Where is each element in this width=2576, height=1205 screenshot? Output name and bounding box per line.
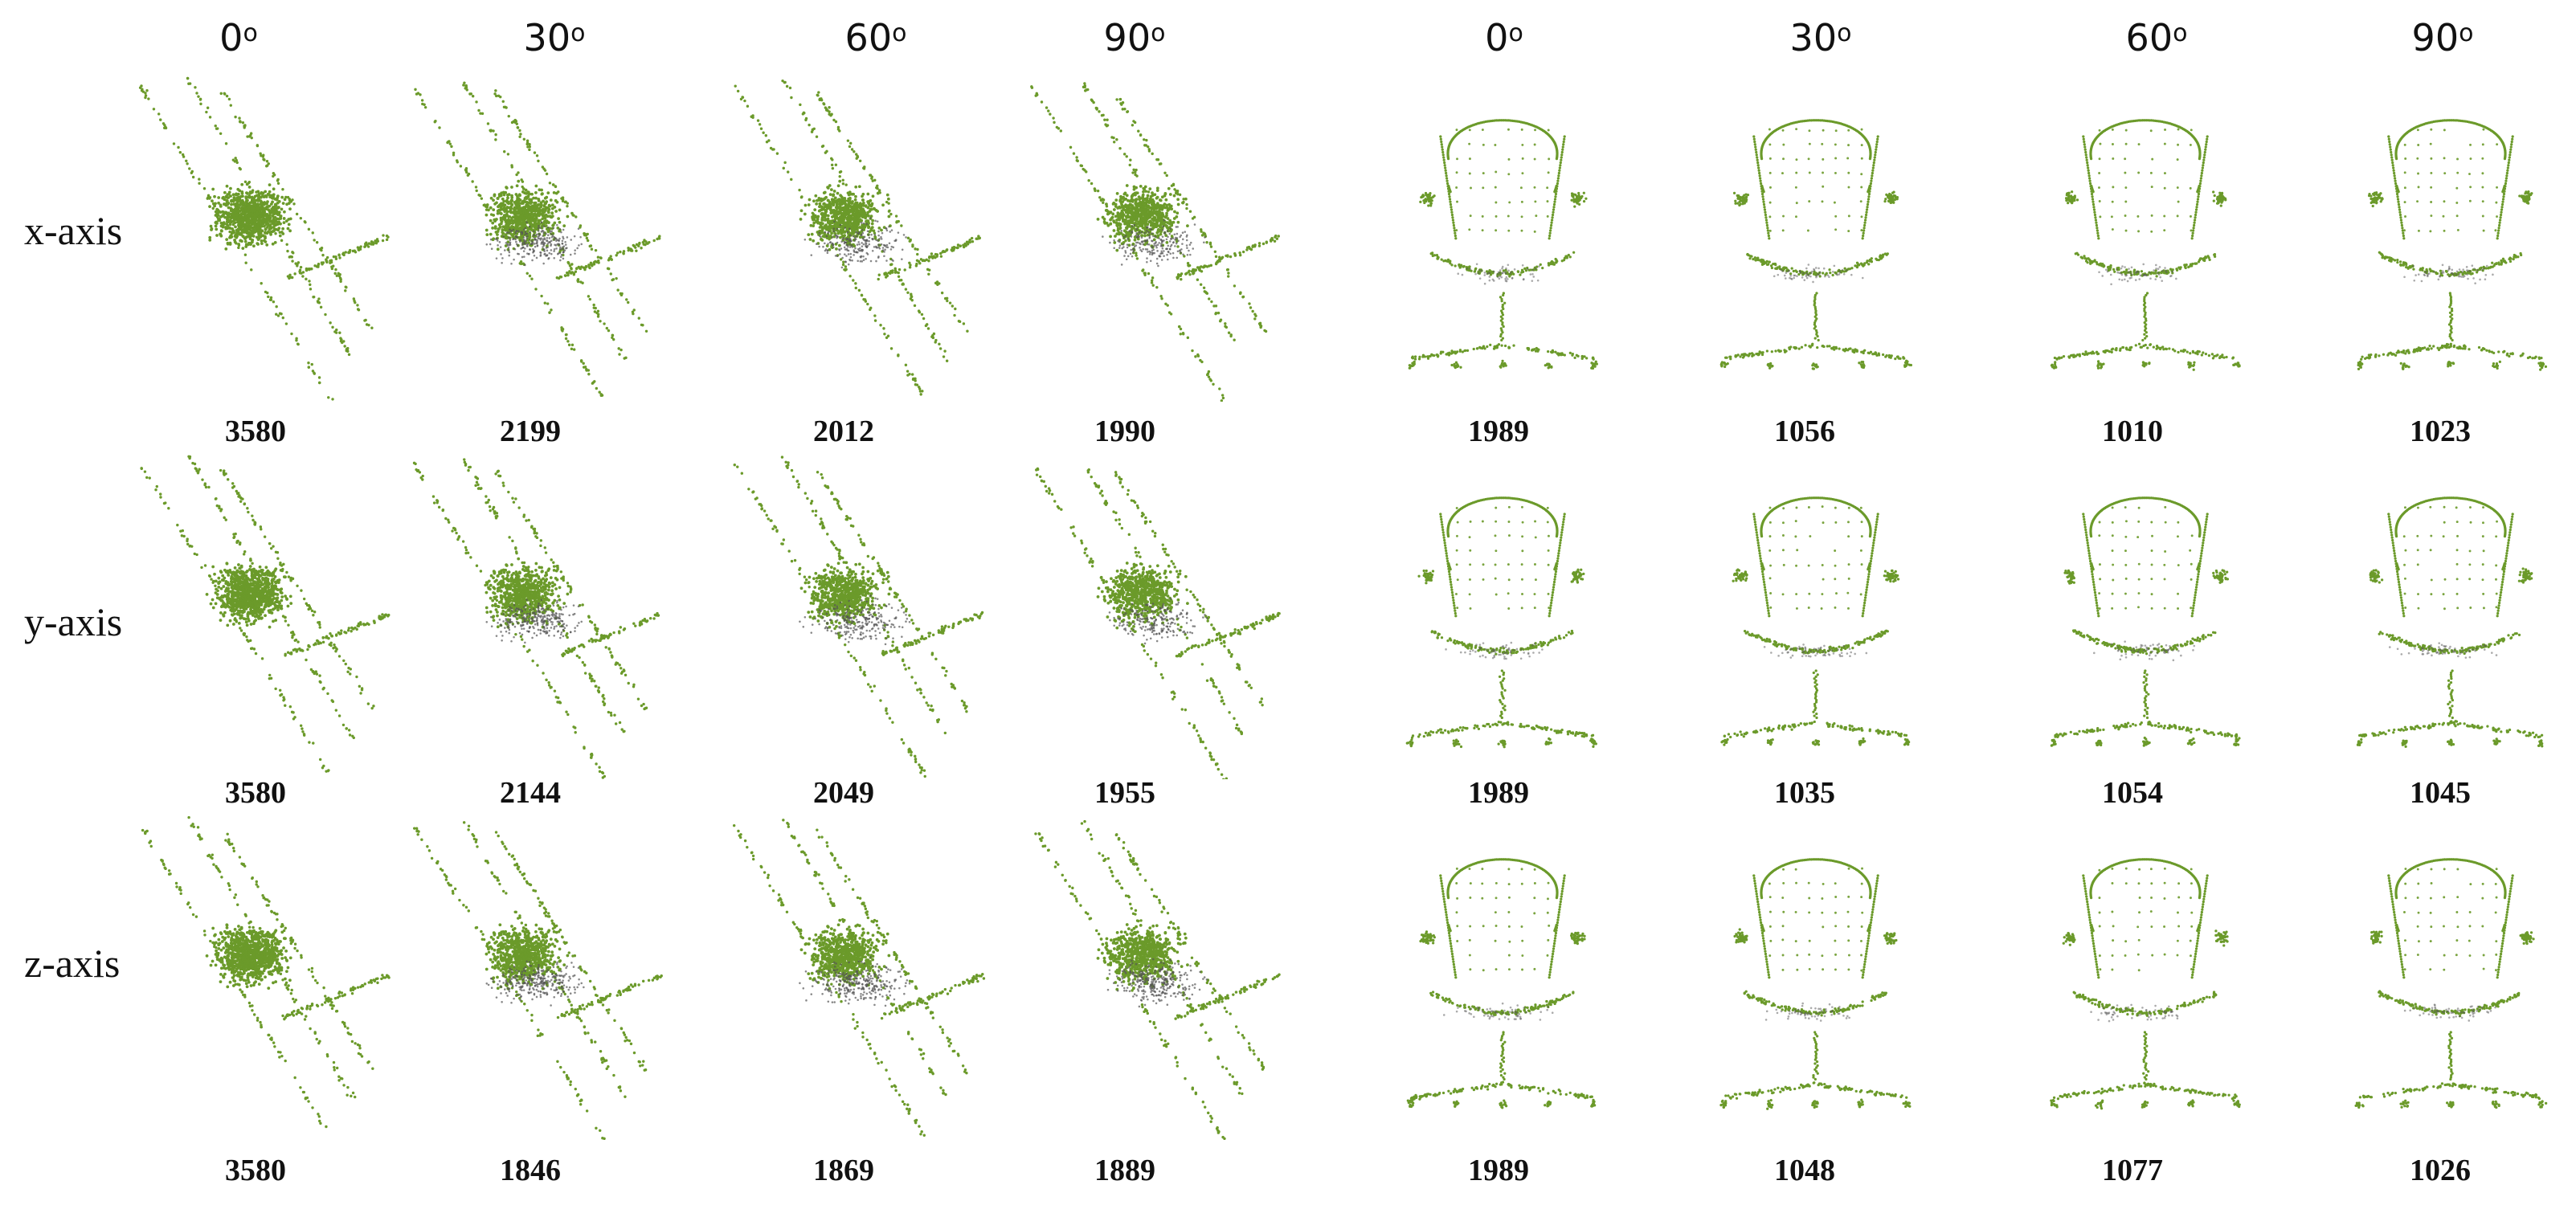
count-right-r2-c1: 1048 (1774, 1153, 1835, 1188)
scene-point-cloud-r0-c2 (734, 79, 982, 396)
chair-point-cloud-r1-c0 (1405, 496, 1597, 749)
count-right-r1-c1: 1035 (1774, 775, 1835, 811)
count-left-r0-c0: 3580 (225, 414, 286, 449)
count-left-r2-c3: 1889 (1094, 1153, 1155, 1188)
row-label-y-axis: y-axis (24, 598, 122, 645)
row-label-z-axis: z-axis (24, 940, 120, 986)
right-header-60: 60o (2126, 16, 2188, 59)
count-left-r2-c2: 1869 (813, 1153, 874, 1188)
chair-point-cloud-r0-c2 (2050, 119, 2241, 371)
left-header-30: 30o (524, 16, 586, 59)
left-header-0: 0o (219, 16, 258, 59)
scene-point-cloud-r1-c1 (412, 458, 660, 779)
scene-point-cloud-r2-c2 (732, 819, 986, 1137)
scene-point-cloud-r0-c0 (138, 76, 390, 401)
row-label-x-axis: x-axis (24, 207, 122, 254)
scene-point-cloud-r2-c0 (141, 815, 390, 1129)
chair-point-cloud-r1-c3 (2356, 496, 2544, 748)
count-left-r2-c1: 1846 (500, 1153, 561, 1188)
scene-point-cloud-r1-c0 (140, 455, 390, 773)
count-left-r1-c0: 3580 (225, 775, 286, 811)
chair-point-cloud-r0-c3 (2357, 119, 2548, 371)
scene-point-cloud-r2-c1 (413, 821, 663, 1141)
count-right-r0-c1: 1056 (1774, 414, 1835, 449)
count-right-r2-c0: 1989 (1468, 1153, 1529, 1188)
count-left-r1-c3: 1955 (1094, 775, 1155, 811)
count-right-r2-c3: 1026 (2410, 1153, 2471, 1188)
count-right-r0-c3: 1023 (2410, 414, 2471, 449)
left-header-60: 60o (845, 16, 907, 59)
count-right-r1-c3: 1045 (2410, 775, 2471, 811)
scene-point-cloud-r0-c3 (1030, 82, 1280, 402)
right-header-90: 90o (2412, 16, 2474, 59)
count-right-r1-c2: 1054 (2102, 775, 2163, 811)
scene-point-cloud-r1-c3 (1035, 467, 1281, 779)
right-header-0: 0o (1485, 16, 1523, 59)
chair-point-cloud-r0-c0 (1408, 119, 1598, 370)
chair-point-cloud-r2-c1 (1719, 858, 1912, 1110)
left-header-90: 90o (1104, 16, 1166, 59)
chair-point-cloud-r1-c2 (2050, 496, 2241, 747)
count-right-r0-c0: 1989 (1468, 414, 1529, 449)
count-left-r1-c1: 2144 (500, 775, 561, 811)
count-left-r1-c2: 2049 (813, 775, 874, 811)
chair-point-cloud-r2-c0 (1406, 858, 1597, 1109)
scene-point-cloud-r1-c2 (733, 455, 984, 778)
count-left-r0-c1: 2199 (500, 414, 561, 449)
count-right-r2-c2: 1077 (2102, 1153, 2163, 1188)
chair-point-cloud-r1-c1 (1720, 496, 1911, 746)
right-header-30: 30o (1790, 16, 1852, 59)
count-left-r0-c2: 2012 (813, 414, 874, 449)
scene-point-cloud-r2-c3 (1034, 819, 1281, 1141)
chair-point-cloud-r0-c1 (1719, 119, 1913, 370)
chair-point-cloud-r2-c3 (2354, 858, 2548, 1109)
count-right-r0-c2: 1010 (2102, 414, 2163, 449)
scene-point-cloud-r0-c1 (414, 81, 661, 398)
chair-point-cloud-r2-c2 (2050, 858, 2241, 1110)
count-left-r2-c0: 3580 (225, 1153, 286, 1188)
count-right-r1-c0: 1989 (1468, 775, 1529, 811)
count-left-r0-c3: 1990 (1094, 414, 1155, 449)
